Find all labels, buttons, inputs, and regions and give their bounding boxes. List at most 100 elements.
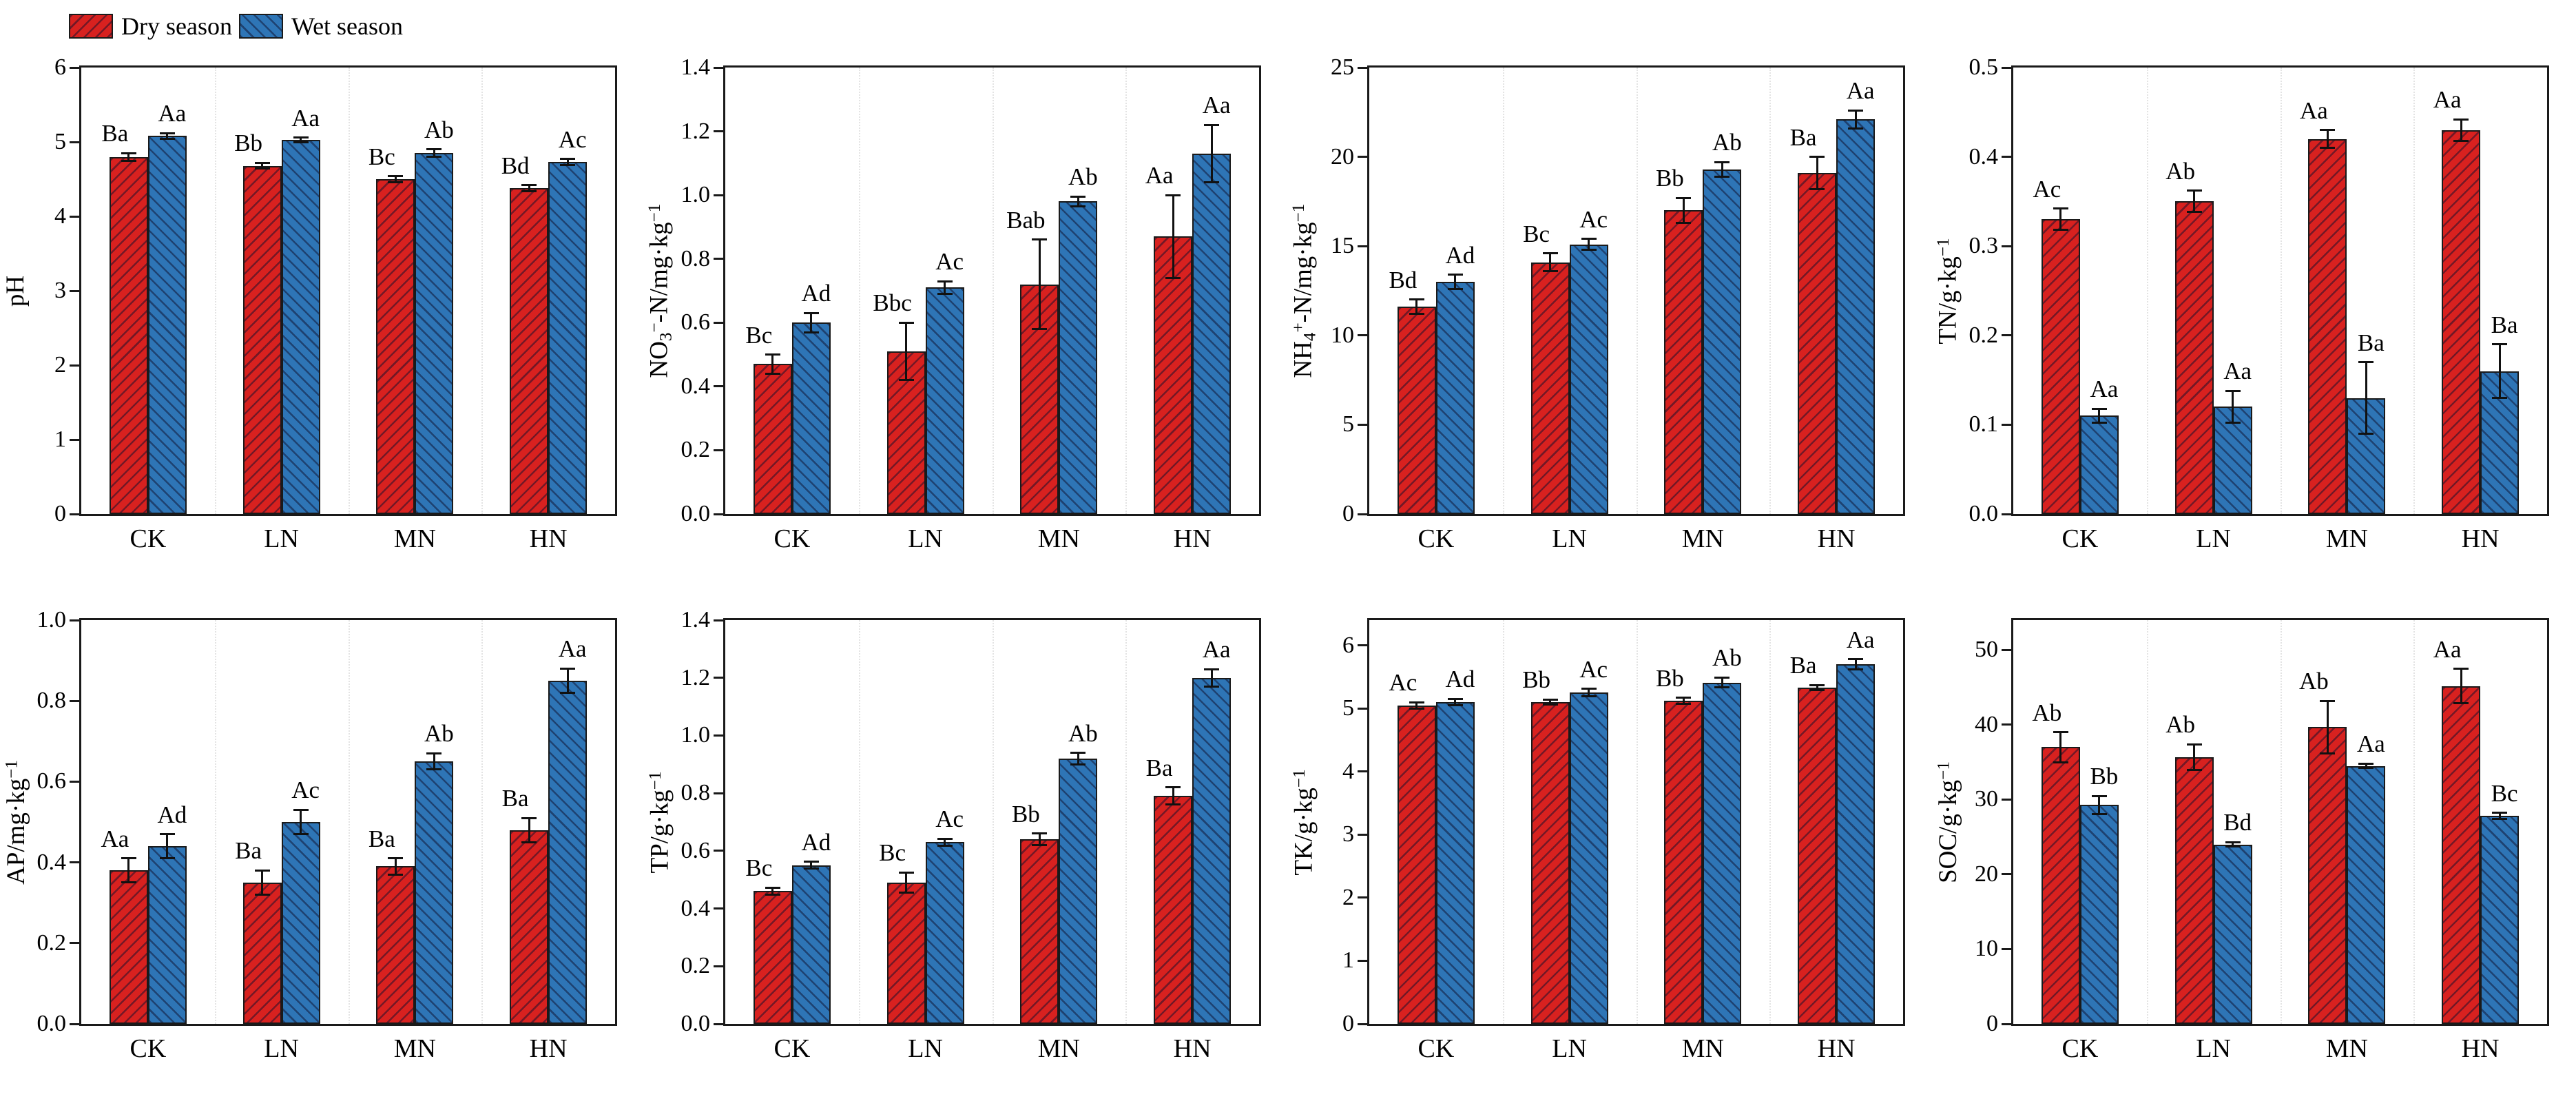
significance-label: Bc [879,839,906,867]
error-bar-line [944,281,946,294]
dry-season-bar [753,891,792,1024]
significance-label: Ac [1389,669,1417,697]
dry-season-bar [2442,130,2481,514]
significance-label: Bb [2090,763,2119,790]
error-bar-cap-top [2358,762,2374,765]
y-axis-tick [714,1022,723,1025]
error-bar-line [2059,732,2062,763]
y-tick-label: 0.0 [1969,501,1999,526]
significance-label: Bb [234,130,263,157]
y-axis-tick [70,861,79,864]
significance-label: Bb [1655,664,1684,692]
chart-ph: 0 1 2 3 4 5 6 pH CK LN MN HN Ba Bb Bc Bd Aa Aa Ab Ac [1,54,617,553]
error-bar-line [944,839,946,846]
error-bar-cap-bottom [2091,812,2107,815]
significance-label: Ac [1579,655,1608,683]
error-bar-cap-bottom [1204,685,1220,688]
wet-season-bar [1703,169,1742,514]
legend-label-wet-season: Wet season [291,12,404,40]
error-bar-cap-bottom [254,893,270,896]
x-category-label: HN [529,1034,568,1063]
error-bar-line [1549,253,1552,271]
error-bar-cap-top [521,816,537,819]
x-category-label: LN [2196,524,2231,553]
category-separator-line [1769,620,1772,1024]
dry-season-bar [1530,702,1570,1024]
chart-ap: 0.0 0.2 0.4 0.6 0.8 1.0 AP/mg·kg−1 CK LN MN HN Aa Ba… [2,607,617,1063]
error-bar-cap-top [1542,252,1558,255]
x-category-label: HN [1817,524,1856,553]
wet-season-bar [2213,844,2252,1024]
error-bar-line [1172,195,1174,278]
error-bar-cap-bottom [1070,763,1086,765]
y-tick-label: 0.2 [681,437,711,463]
y-tick-label: 6 [1342,632,1354,658]
category-separator-line [214,68,216,514]
dry-season-bar [510,187,549,514]
x-category-label: MN [1681,1034,1724,1063]
error-bar-line [433,149,435,157]
error-bar-line [127,858,130,883]
x-category-label: CK [1417,524,1455,553]
significance-label: Ba [368,825,395,852]
dry-season-bar [1664,701,1703,1024]
x-category-label: LN [264,1034,299,1063]
y-tick-label: 0.4 [1969,143,1999,169]
error-bar-line [2098,796,2101,814]
y-axis-tick [714,385,723,388]
y-axis-tick [714,850,723,852]
x-category-label: HN [2461,1034,2500,1063]
error-bar-cap-top [1447,274,1463,276]
significance-label: Ab [1068,163,1098,191]
category-separator-line [2280,620,2282,1024]
wet-season-bar [548,680,588,1024]
error-bar-cap-top [1676,196,1692,199]
error-bar-cap-bottom [2492,818,2508,821]
error-bar-cap-bottom [560,163,576,166]
significance-label: Aa [158,100,187,127]
error-bar-cap-top [1848,658,1864,661]
significance-label: Aa [2356,730,2385,758]
error-bar-cap-top [2225,389,2241,392]
y-axis-tick [1358,423,1367,426]
y-tick-label: 0.1 [1969,411,1999,438]
error-bar-cap-top [254,869,270,872]
y-axis-label: NH4+-N/mg·kg−1 [1288,204,1320,378]
y-tick-label: 3 [54,278,66,303]
error-bar-cap-bottom [1204,181,1220,184]
error-bar-cap-top [2091,794,2107,797]
x-category-label: LN [1552,1034,1587,1063]
error-bar-cap-bottom [937,844,953,847]
wet-season-bar [2079,805,2119,1024]
significance-label: Ac [291,777,320,804]
error-bar-cap-bottom [1447,287,1463,290]
error-bar-cap-bottom [254,167,270,170]
category-separator-line [1502,620,1504,1024]
y-axis-tick [714,792,723,794]
category-separator-line [214,620,216,1024]
y-axis-tick [1358,644,1367,647]
error-bar-line [1588,688,1590,697]
x-category-label: MN [393,524,436,553]
y-axis-tick [714,677,723,679]
significance-label: Bbc [873,289,912,317]
error-bar-line [1038,239,1041,329]
y-axis-tick [714,321,723,324]
wet-season-bar [281,822,320,1024]
dry-season-bar [1798,172,1837,514]
error-bar-line [810,861,813,869]
x-category-label: MN [1037,524,1080,553]
significance-label: Bb [1011,800,1040,828]
error-bar-cap-bottom [2053,229,2068,232]
error-bar-cap-bottom [2053,761,2068,763]
error-bar-line [2193,744,2196,770]
error-bar-cap-bottom [1070,205,1086,207]
error-bar-line [166,834,169,859]
error-bar-line [261,163,264,169]
error-bar-line [566,158,569,165]
error-bar-cap-top [1676,697,1692,699]
wet-season-bar [1435,702,1475,1024]
y-axis-tick [70,215,79,218]
error-bar-cap-top [2053,731,2068,734]
error-bar-cap-top [1848,109,1864,112]
